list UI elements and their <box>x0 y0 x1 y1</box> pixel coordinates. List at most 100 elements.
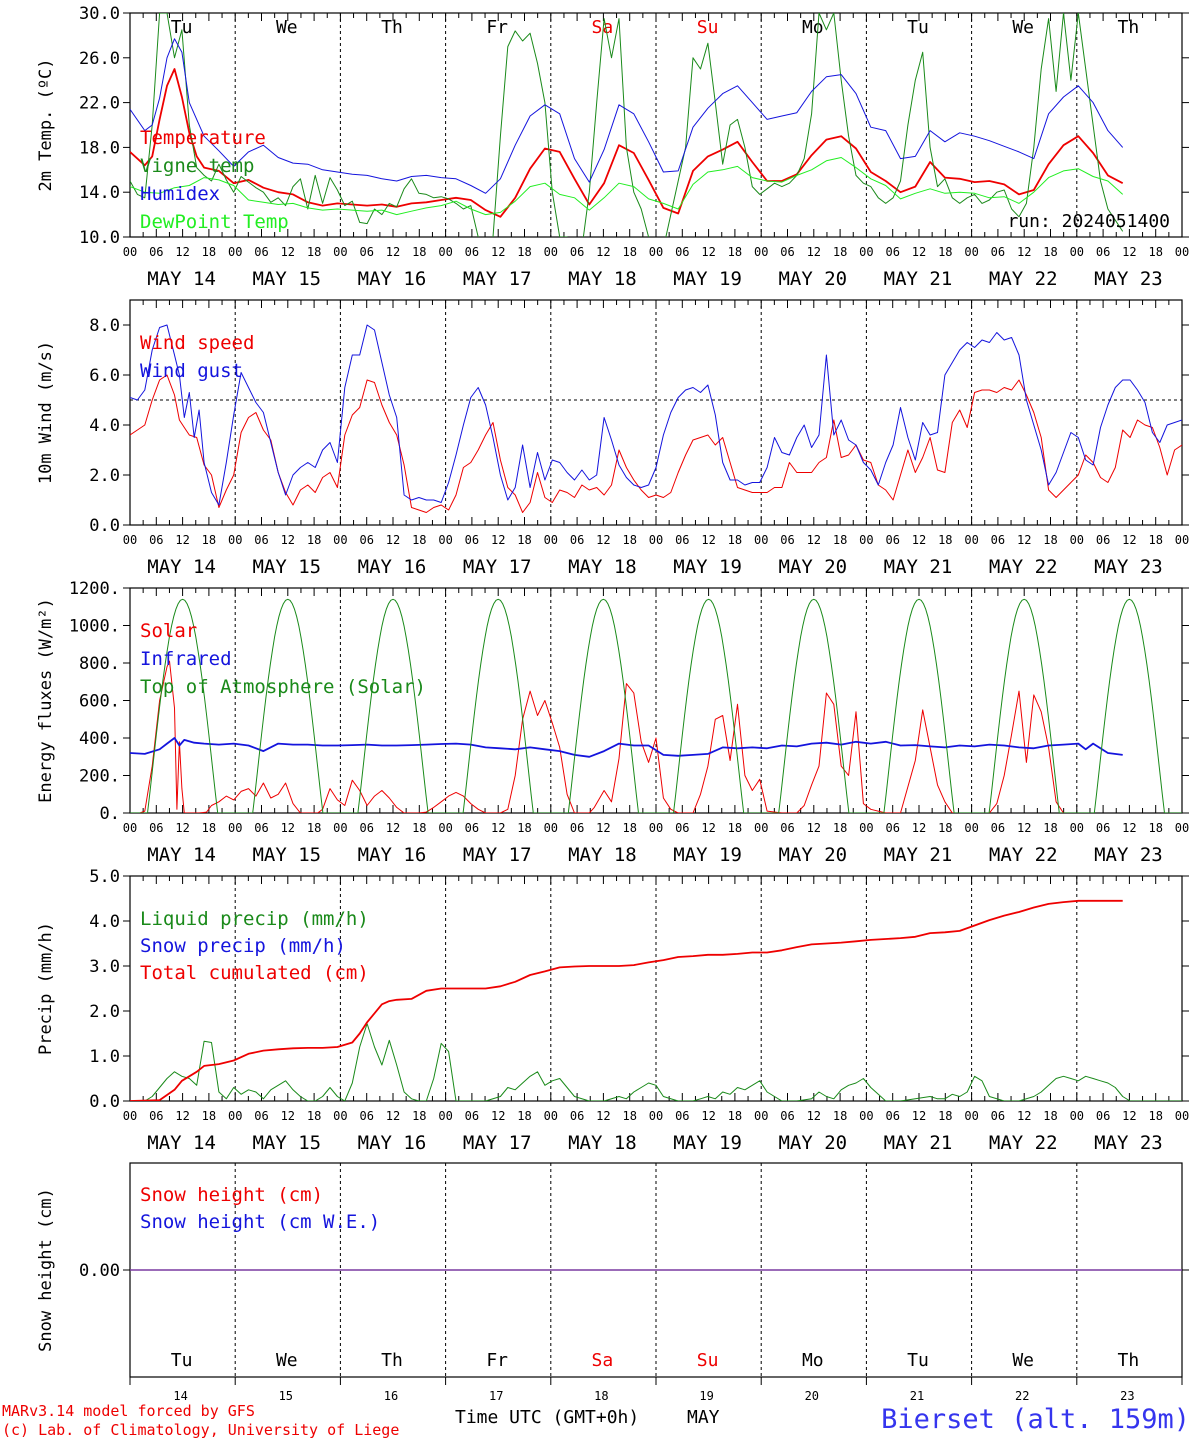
hour-label: 00 <box>1175 245 1189 259</box>
day-number: 23 <box>1120 1389 1134 1403</box>
day-name: Th <box>381 17 403 38</box>
hour-label: 18 <box>833 245 847 259</box>
hour-label: 00 <box>438 245 452 259</box>
hour-label: 18 <box>1148 1109 1162 1123</box>
hour-label: 06 <box>1096 821 1110 835</box>
y-tick-label: 4.0 <box>89 416 120 436</box>
hour-label: 12 <box>807 821 821 835</box>
hour-label: 18 <box>307 245 321 259</box>
hour-label: 00 <box>123 1109 137 1123</box>
hour-label: 12 <box>807 245 821 259</box>
legend-entry: Snow height (cm W.E.) <box>140 1211 380 1233</box>
hour-label: 00 <box>859 1109 873 1123</box>
series-line <box>130 1023 1182 1101</box>
series-group <box>130 324 1182 513</box>
legend-entry: Liquid precip (mm/h) <box>140 908 369 930</box>
y-tick-label: 6.0 <box>89 366 120 386</box>
hour-label: 06 <box>149 245 163 259</box>
y-tick-label: 4.0 <box>89 912 120 932</box>
hour-label: 00 <box>649 821 663 835</box>
date-label: MAY 14 <box>147 556 216 578</box>
hour-label: 06 <box>570 533 584 547</box>
hour-label: 12 <box>1017 245 1031 259</box>
series-line <box>130 737 1123 758</box>
hour-label: 00 <box>964 1109 978 1123</box>
hour-label: 00 <box>754 533 768 547</box>
hour-label: 18 <box>202 245 216 259</box>
date-label: MAY 18 <box>568 268 637 290</box>
y-tick-label: 18.0 <box>79 138 120 158</box>
date-label: MAY 23 <box>1094 1132 1163 1154</box>
day-name: We <box>1012 1350 1034 1371</box>
hour-label: 18 <box>202 533 216 547</box>
hour-label: 18 <box>833 533 847 547</box>
hour-label: 00 <box>228 245 242 259</box>
series-line <box>130 660 1079 813</box>
y-axis-label: 2m Temp. (ºC) <box>36 58 56 191</box>
series-line <box>130 598 1182 813</box>
series-line <box>130 324 1182 506</box>
hour-label: 06 <box>465 1109 479 1123</box>
panel-3: 00 06 12 18 MAY 14 00 06 12 18 MAY 15 00 06 12 18 MAY … <box>36 579 1189 866</box>
day-number: 14 <box>173 1389 187 1403</box>
y-tick-label: 2.0 <box>89 466 120 486</box>
hour-label: 12 <box>175 1109 189 1123</box>
date-label: MAY 17 <box>463 268 532 290</box>
hour-label: 12 <box>386 245 400 259</box>
y-axis-label: Precip (mm/h) <box>36 922 56 1055</box>
legend-entry: Wind speed <box>140 332 254 354</box>
hour-label: 00 <box>859 533 873 547</box>
day-name: Su <box>697 1350 719 1371</box>
legend-entry: Vigne temp <box>140 155 254 177</box>
hour-label: 12 <box>281 821 295 835</box>
day-number: 15 <box>279 1389 293 1403</box>
y-tick-label: 8.0 <box>89 316 120 336</box>
day-name: Fr <box>486 17 508 38</box>
hour-label: 12 <box>386 821 400 835</box>
y-tick-label: 5.0 <box>89 867 120 887</box>
footer: MARv3.14 model forced by GFS (c) Lab. of… <box>2 1402 1190 1439</box>
hour-label: 12 <box>491 821 505 835</box>
hour-label: 06 <box>149 533 163 547</box>
series-group <box>130 13 1124 237</box>
date-label: MAY 16 <box>358 556 427 578</box>
date-label: MAY 20 <box>778 268 847 290</box>
hour-label: 12 <box>1017 821 1031 835</box>
hour-label: 12 <box>281 533 295 547</box>
hour-label: 12 <box>912 821 926 835</box>
hour-label: 12 <box>807 533 821 547</box>
hour-label: 12 <box>807 1109 821 1123</box>
hour-label: 06 <box>885 821 899 835</box>
hour-label: 06 <box>675 821 689 835</box>
panel-4: 00 06 12 18 MAY 14 00 06 12 18 MAY 15 00 06 12 18 MAY … <box>36 867 1189 1154</box>
legend-entry: Temperature <box>140 127 266 149</box>
legend-entry: Snow height (cm) <box>140 1184 323 1206</box>
date-label: MAY 22 <box>989 844 1058 866</box>
hour-label: 18 <box>517 1109 531 1123</box>
hour-label: 12 <box>1122 245 1136 259</box>
panel-2: 00 06 12 18 MAY 14 00 06 12 18 MAY 15 00 06 12 18 MAY … <box>36 299 1189 578</box>
legend-entry: Total cumulated (cm) <box>140 962 369 984</box>
hour-label: 18 <box>938 533 952 547</box>
y-axis-label: Energy fluxes (W/m²) <box>36 598 56 803</box>
day-name: Th <box>1118 1350 1140 1371</box>
y-tick-label: 30.0 <box>79 4 120 24</box>
hour-label: 00 <box>649 533 663 547</box>
date-label: MAY 23 <box>1094 268 1163 290</box>
hour-label: 00 <box>649 1109 663 1123</box>
date-label: MAY 17 <box>463 1132 532 1154</box>
hour-label: 00 <box>544 533 558 547</box>
hour-label: 00 <box>1175 821 1189 835</box>
series-line <box>130 38 1124 194</box>
series-group <box>130 899 1182 1101</box>
hour-label: 06 <box>254 245 268 259</box>
y-tick-label: 600. <box>79 692 120 712</box>
hour-label: 00 <box>1070 1109 1084 1123</box>
hour-label: 18 <box>1148 533 1162 547</box>
day-name: We <box>276 17 298 38</box>
hour-label: 18 <box>622 245 636 259</box>
hour-label: 06 <box>780 533 794 547</box>
legend-entry: Snow precip (mm/h) <box>140 935 346 957</box>
hour-label: 06 <box>570 1109 584 1123</box>
hour-label: 06 <box>675 533 689 547</box>
